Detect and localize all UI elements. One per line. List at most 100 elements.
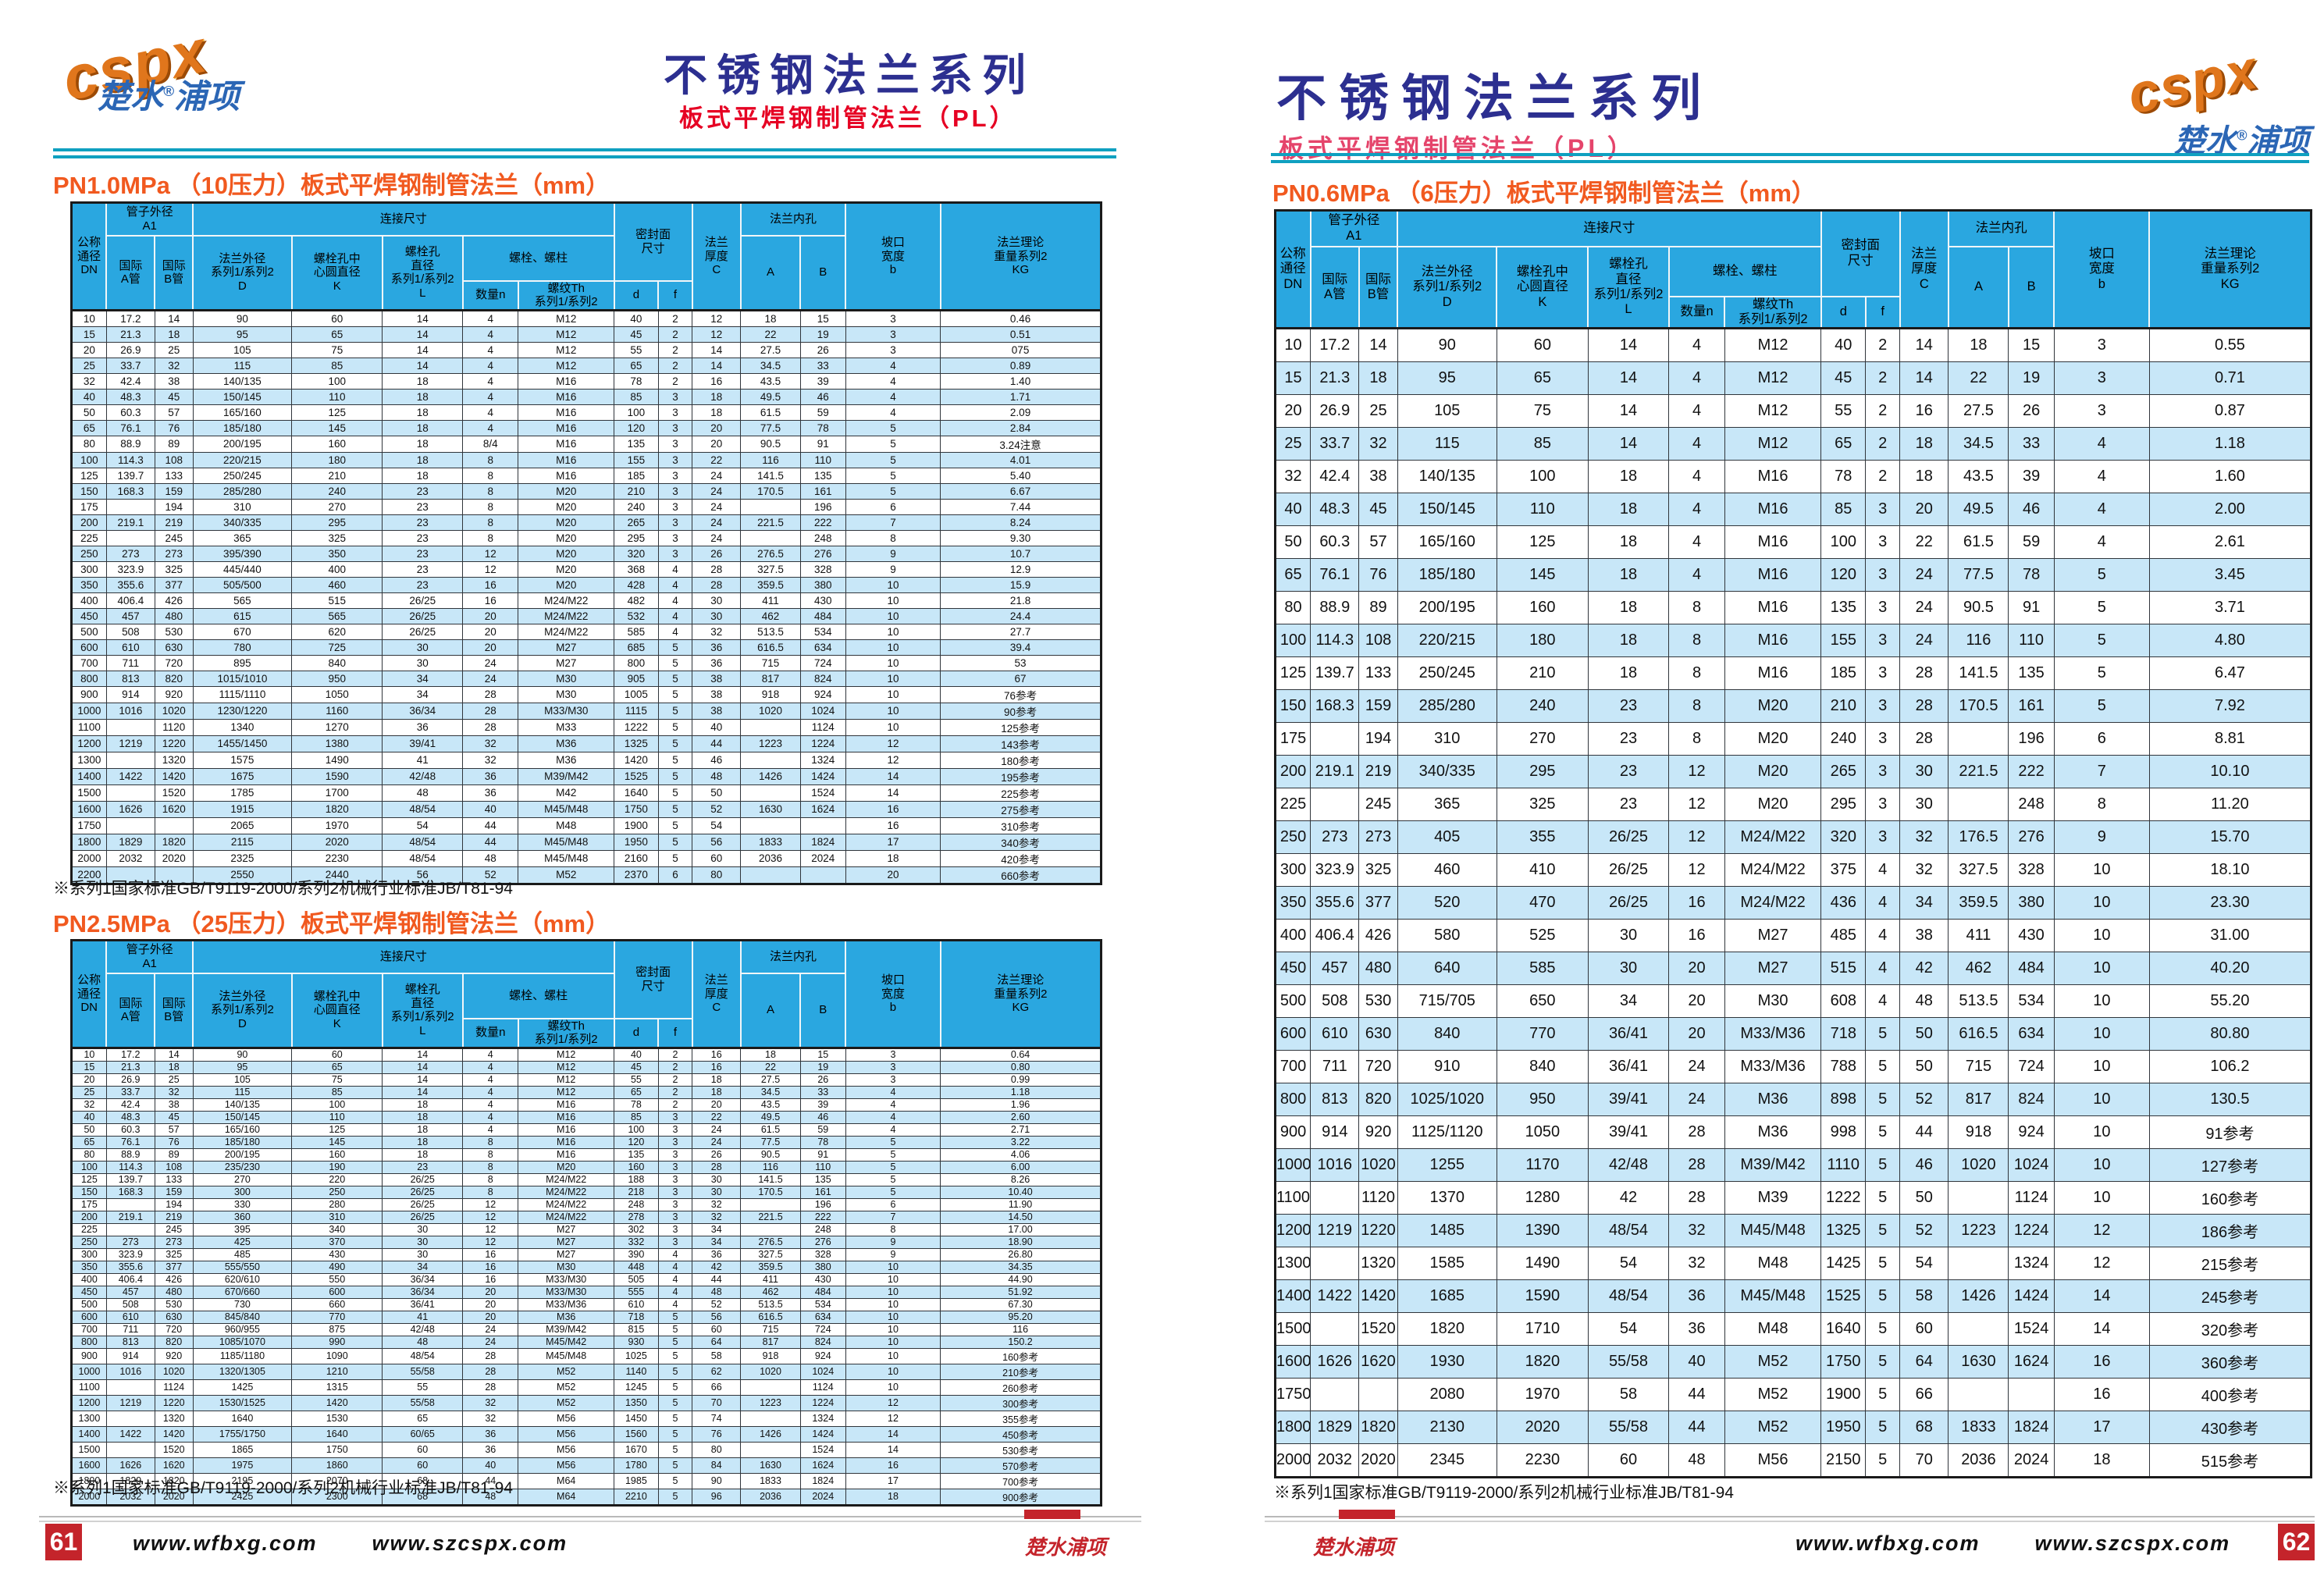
table-cell: 3: [657, 1235, 693, 1249]
table-cell: [740, 1441, 801, 1458]
table-cell: M56: [1724, 1443, 1822, 1478]
table-cell: 161: [2008, 689, 2055, 724]
table-cell: 4: [657, 607, 693, 624]
table-cell: 16: [462, 1260, 519, 1274]
table-cell: 210: [1820, 689, 1867, 724]
table-cell: 3: [1865, 820, 1901, 855]
table-cell: 8: [1668, 722, 1725, 756]
table-cell: 18: [382, 388, 464, 405]
table-cell: 1820: [154, 833, 194, 851]
table-cell: M20: [518, 529, 615, 546]
table-cell: 1219: [1310, 1214, 1360, 1248]
table-cell: 1.18: [940, 1085, 1101, 1099]
table-cell: 23: [382, 529, 464, 546]
table-cell: 365: [1397, 788, 1497, 822]
table-cell: 5: [657, 670, 693, 687]
table-cell: M36: [518, 735, 615, 752]
table-cell: 90: [192, 1047, 293, 1062]
table-row: 600 610 630 780 725 30 20 M27 685 5 36 616.5 634 10 39…: [71, 639, 1101, 656]
table-cell: 66: [692, 1379, 742, 1396]
table-cell: 720: [154, 1322, 194, 1336]
column-header: d: [1820, 295, 1867, 329]
table-row: 350 355.6 377 520 470 26/25 16 M24/M22 436 4 34 359…: [1274, 886, 2312, 920]
table-cell: 406.4: [105, 1272, 155, 1286]
table-cell: 30: [1899, 788, 1949, 822]
table-row: 80 88.9 89 200/195 160 18 8 M16 135 3 26 90.5 91 5 4.0…: [71, 1147, 1101, 1162]
table-cell: 1255: [1397, 1148, 1497, 1183]
table-cell: 10: [845, 718, 941, 736]
table-cell: 12: [845, 1410, 941, 1427]
table-cell: 2160: [614, 849, 659, 867]
table-cell: 500: [1274, 984, 1311, 1019]
table-cell: 460: [1397, 853, 1497, 888]
table-cell: 10: [2053, 1148, 2150, 1183]
table-cell: 8: [462, 1172, 519, 1186]
table-cell: 60: [1587, 1443, 1670, 1478]
table-cell: 3: [1865, 788, 1901, 822]
table-cell: 22: [740, 1060, 801, 1074]
table-cell: 42.4: [105, 372, 155, 390]
table-cell: 12: [1668, 755, 1725, 789]
table-row: 125 139.7 133 250/245 210 18 8 M16 185 3 28 141.5 13…: [1274, 656, 2312, 691]
table-cell: 18: [1587, 624, 1670, 658]
table-cell: 10: [2053, 886, 2150, 920]
table-cell: 426: [154, 592, 194, 609]
table-cell: 105: [192, 341, 293, 358]
table-cell: 225: [71, 1222, 107, 1236]
table-cell: 1090: [291, 1347, 383, 1364]
footer-url-2: www.szcspx.com: [2034, 1532, 2231, 1555]
table-cell: 77.5: [1948, 558, 2009, 592]
table-header: 公称 通径 DN 管子外径 A1 连接尺寸 密封面 尺寸 法兰 厚度 C 法兰内孔 坡口 宽…: [70, 201, 1102, 311]
table-cell: 36: [382, 718, 464, 736]
table-cell: 323.9: [105, 1247, 155, 1261]
table-cell: [1948, 722, 2009, 756]
table-cell: 3: [657, 1222, 693, 1236]
table-cell: 106.2: [2148, 1050, 2312, 1084]
table-cell: 2: [657, 326, 693, 343]
table-cell: 54: [382, 816, 464, 834]
table-cell: 110: [799, 1160, 846, 1174]
table-cell: 42/48: [382, 767, 464, 785]
table-row: 10 17.2 14 90 60 14 4 M12 40 2 16 18 15 3 0.64: [71, 1047, 1101, 1062]
table-cell: 25: [1274, 427, 1311, 461]
table-cell: 18: [845, 849, 941, 867]
table-cell: 25: [71, 1085, 107, 1099]
table-cell: 1224: [799, 1394, 846, 1411]
table-cell: 14: [1587, 361, 1670, 396]
table-cell: 248: [799, 1222, 846, 1236]
table-cell: 480: [154, 607, 194, 624]
table-cell: 2: [1865, 427, 1901, 461]
table-cell: 5: [657, 639, 693, 656]
table-cell: 895: [192, 654, 293, 671]
table-cell: 53: [940, 654, 1101, 671]
table-cell: 845/840: [192, 1310, 293, 1324]
table-cell: 16: [845, 816, 941, 834]
table-cell: M48: [518, 816, 615, 834]
table-cell: 36: [1668, 1312, 1725, 1347]
table-cell: 2036: [740, 849, 801, 867]
column-header: 管子外径 A1: [105, 201, 194, 237]
table-cell: 12: [845, 751, 941, 769]
table-cell: 3: [1865, 689, 1901, 724]
table-cell: 160: [614, 1160, 659, 1174]
table-cell: 120: [1820, 558, 1867, 592]
table-cell: 155: [614, 451, 659, 468]
table-cell: 33.7: [1310, 427, 1360, 461]
table-cell: M36: [1724, 1083, 1822, 1117]
table-cell: M20: [518, 560, 615, 578]
table-cell: 80: [71, 1147, 107, 1162]
table-cell: 34: [1587, 984, 1670, 1019]
table-cell: 19: [799, 1060, 846, 1074]
table-cell: 36: [692, 639, 742, 656]
table-cell: 61.5: [740, 404, 801, 421]
table-cell: 76: [154, 1135, 194, 1149]
table-cell: 33: [799, 1085, 846, 1099]
table-row: 10 17.2 14 90 60 14 4 M12 40 2 14 18 15 3 0.55: [1274, 328, 2312, 363]
table-cell: 24: [692, 1135, 742, 1149]
table-cell: M45/M48: [1724, 1279, 1822, 1314]
table-cell: 125: [291, 404, 383, 421]
table-cell: 65: [614, 357, 659, 374]
table-cell: 133: [1358, 656, 1398, 691]
table-cell: 4: [1865, 853, 1901, 888]
table-cell: 4: [1668, 525, 1725, 560]
